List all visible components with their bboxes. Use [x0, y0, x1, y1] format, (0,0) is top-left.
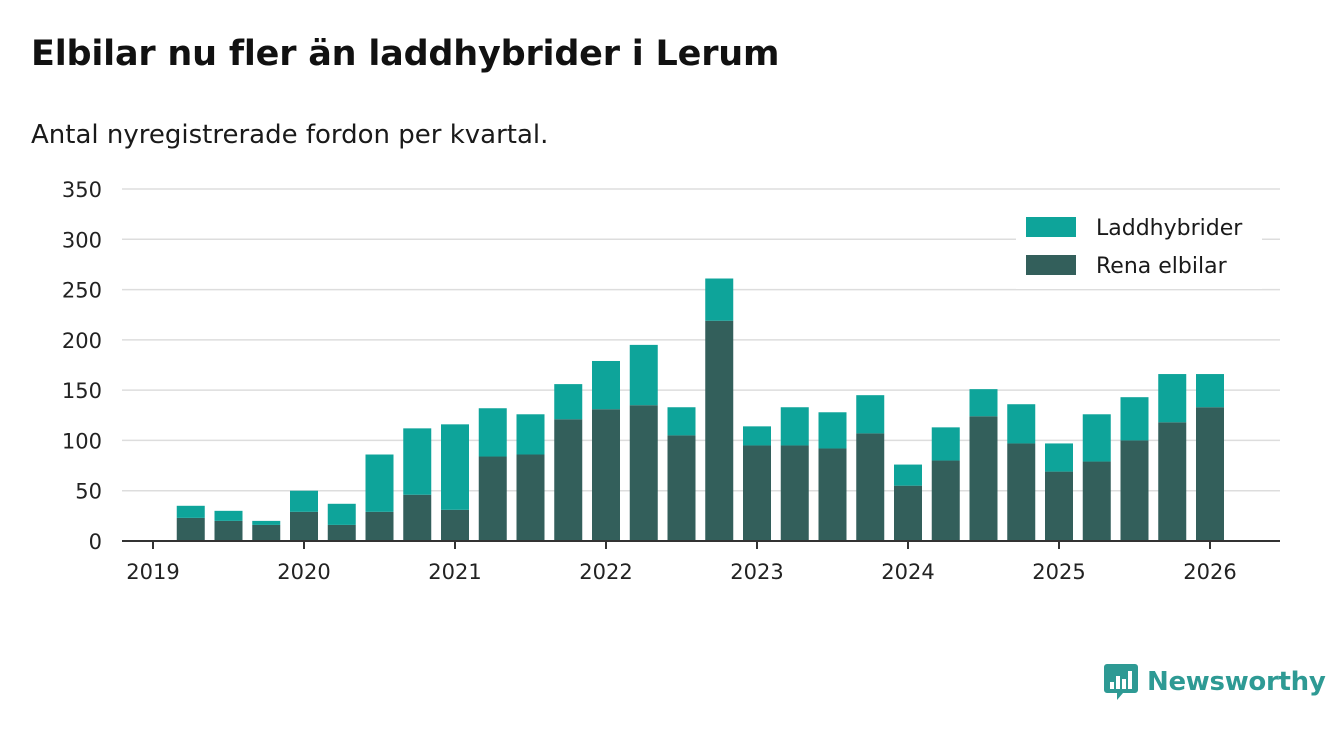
bar-laddhybrider [931, 427, 960, 461]
bar-rena-elbilar [1082, 461, 1111, 541]
bar-rena-elbilar [478, 456, 507, 541]
bar-laddhybrider [969, 389, 998, 417]
bar-laddhybrider [252, 520, 281, 525]
x-tick-label: 2021 [428, 560, 481, 584]
legend-label-rena-elbilar: Rena elbilar [1096, 254, 1228, 279]
bar-laddhybrider [441, 424, 469, 510]
bar-rena-elbilar [1120, 440, 1149, 541]
bar-rena-elbilar [252, 524, 281, 541]
legend-label-laddhybrider: Laddhybrider [1096, 216, 1243, 241]
x-tick-label: 2019 [126, 560, 179, 584]
y-tick-label: 50 [75, 480, 102, 504]
bar-laddhybrider [818, 412, 847, 449]
bar-rena-elbilar [516, 454, 545, 541]
x-tick-label: 2023 [730, 560, 783, 584]
brand-name: Newsworthy [1147, 667, 1326, 697]
bar-laddhybrider [403, 428, 432, 495]
bar-laddhybrider [1196, 374, 1224, 408]
bar-laddhybrider [214, 510, 243, 521]
bar-rena-elbilar [1007, 443, 1036, 541]
bar-laddhybrider [290, 490, 318, 512]
x-tick-label: 2025 [1032, 560, 1085, 584]
bar-rena-elbilar [894, 485, 922, 541]
bar-rena-elbilar [1158, 422, 1187, 541]
bar-rena-elbilar [403, 494, 432, 541]
y-tick-label: 300 [62, 228, 102, 252]
legend-swatch-rena-elbilar [1026, 255, 1076, 275]
bar-rena-elbilar [856, 433, 885, 541]
y-tick-label: 150 [62, 379, 102, 403]
newsworthy-logo-icon [1104, 664, 1138, 700]
bar-laddhybrider [516, 414, 545, 455]
bar-laddhybrider [327, 503, 356, 525]
bar-laddhybrider [1045, 443, 1073, 472]
bar-rena-elbilar [290, 511, 318, 541]
bar-rena-elbilar [931, 460, 960, 541]
y-tick-label: 250 [62, 279, 102, 303]
x-tick-label: 2026 [1183, 560, 1236, 584]
bar-laddhybrider [705, 278, 734, 321]
bar-laddhybrider [554, 384, 583, 420]
bar-rena-elbilar [818, 448, 847, 541]
bar-rena-elbilar [176, 517, 205, 541]
bar-rena-elbilar [743, 445, 771, 541]
y-tick-label: 0 [89, 530, 102, 554]
y-tick-label: 350 [62, 178, 102, 202]
bar-laddhybrider [1082, 414, 1111, 462]
x-tick-label: 2024 [881, 560, 934, 584]
legend-swatch-laddhybrider [1026, 217, 1076, 237]
bar-rena-elbilar [592, 409, 620, 541]
bar-rena-elbilar [441, 509, 469, 541]
x-tick-label: 2020 [277, 560, 330, 584]
bar-laddhybrider [176, 505, 205, 518]
bar-rena-elbilar [214, 520, 243, 541]
bar-rena-elbilar [705, 320, 734, 541]
bar-laddhybrider [1120, 397, 1149, 441]
chart-title: Elbilar nu fler än laddhybrider i Lerum [31, 34, 780, 74]
bar-rena-elbilar [365, 511, 394, 541]
x-tick-label: 2022 [579, 560, 632, 584]
y-axis-ticks: 0 50 100 150 200 250 300 350 [62, 178, 102, 554]
bar-rena-elbilar [1045, 471, 1073, 541]
bars [176, 278, 1224, 541]
newsworthy-brand: Newsworthy [1103, 662, 1326, 702]
bar-laddhybrider [478, 408, 507, 457]
bar-rena-elbilar [554, 419, 583, 541]
legend: Laddhybrider Rena elbilar [1016, 205, 1262, 289]
bar-rena-elbilar [969, 416, 998, 541]
bar-laddhybrider [1007, 404, 1036, 444]
bar-laddhybrider [629, 344, 658, 406]
bar-rena-elbilar [1196, 407, 1224, 541]
bar-rena-elbilar [327, 524, 356, 541]
bar-laddhybrider [780, 407, 809, 446]
y-tick-label: 100 [62, 429, 102, 453]
bar-laddhybrider [592, 360, 620, 410]
bar-rena-elbilar [667, 435, 696, 541]
chart-subtitle: Antal nyregistrerade fordon per kvartal. [31, 120, 549, 150]
bar-laddhybrider [365, 454, 394, 512]
bar-laddhybrider [1158, 374, 1187, 423]
bar-laddhybrider [894, 464, 922, 486]
x-axis: 2019 2020 2021 2022 2023 2024 2025 2026 [122, 540, 1280, 584]
bar-rena-elbilar [780, 445, 809, 541]
bar-rena-elbilar [629, 405, 658, 541]
y-tick-label: 200 [62, 329, 102, 353]
bar-laddhybrider [856, 395, 885, 434]
bar-laddhybrider [743, 426, 771, 446]
bar-laddhybrider [667, 407, 696, 436]
